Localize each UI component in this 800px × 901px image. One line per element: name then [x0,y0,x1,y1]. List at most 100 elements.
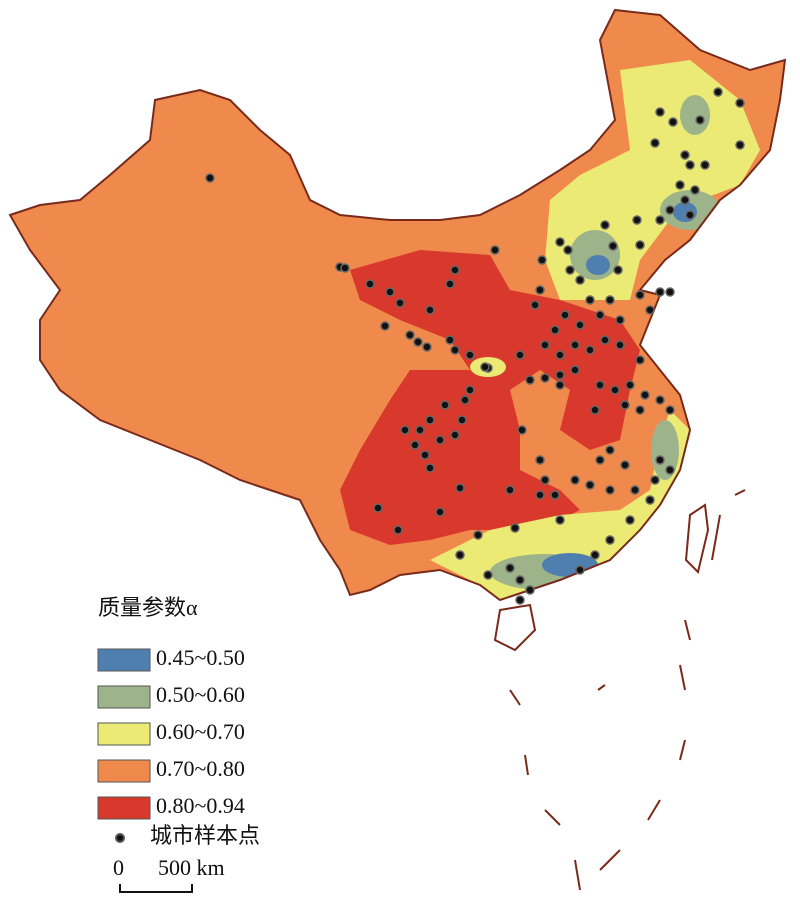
city-point [525,375,535,385]
city-point [668,117,678,127]
legend-swatch [97,648,151,672]
city-point [570,475,580,485]
legend-label: 0.60~0.70 [156,719,245,744]
city-point [450,345,460,355]
city-point [575,320,585,330]
city-point [655,215,665,225]
city-point [445,335,455,345]
city-point [695,115,705,125]
city-point [540,340,550,350]
city-point [560,310,570,320]
legend-swatch [97,722,151,746]
city-points [205,87,745,605]
city-point [525,585,535,595]
city-point [540,373,550,383]
city-point [535,455,545,465]
city-point [735,98,745,108]
legend: 0.45~0.50 0.50~0.60 0.60~0.70 0.70~0.80 0.80… [97,645,245,820]
city-point [490,245,500,255]
city-point [655,395,665,405]
city-point [455,550,465,560]
region [340,250,640,545]
city-point [620,400,630,410]
city-point [600,220,610,230]
city-point [483,570,493,580]
city-point [410,440,420,450]
city-point [605,535,615,545]
city-point [680,195,690,205]
city-point [635,240,645,250]
legend-label: 0.80~0.94 [156,793,245,818]
city-point [655,287,665,297]
city-point [590,405,600,415]
city-point [585,480,595,490]
city-point [635,405,645,415]
city-point [610,385,620,395]
legend-swatch [97,796,151,820]
city-point [700,160,710,170]
city-point [665,465,675,475]
legend-label: 0.70~0.80 [156,756,245,781]
city-point [455,483,465,493]
city-point [505,485,515,495]
city-point [440,400,450,410]
city-point [365,279,375,289]
island [493,603,537,652]
city-point [605,445,615,455]
city-point [420,450,430,460]
city-point [505,563,515,573]
city-point [625,515,635,525]
city-point [613,265,623,275]
city-point [425,463,435,473]
city-point [550,325,560,335]
city-point [570,340,580,350]
city-point [620,460,630,470]
legend-swatch [97,685,151,709]
city-point [555,370,565,380]
city-point [205,173,215,183]
city-point [680,150,690,160]
city-point [393,525,403,535]
city-point [380,321,390,331]
city-point [555,380,565,390]
region [542,553,598,577]
scale-end: 500 km [158,855,225,880]
city-point [665,287,675,297]
city-point [435,435,445,445]
city-point [595,455,605,465]
city-point [635,290,645,300]
city-point [685,210,695,220]
city-point [445,279,455,289]
city-point [413,337,423,347]
city-point [585,345,595,355]
legend-label: 0.45~0.50 [156,645,245,670]
legend-point-label: 城市样本点 [150,823,260,848]
legend-label: 0.50~0.60 [156,682,245,707]
city-point [555,237,565,247]
city-point [535,490,545,500]
city-point [510,523,520,533]
city-point [555,350,565,360]
city-point [735,140,745,150]
city-point [460,395,470,405]
scale-bar [119,884,193,893]
city-point [605,485,615,495]
city-point [625,380,635,390]
city-point [450,430,460,440]
city-point [540,475,550,485]
city-point [608,241,618,251]
city-point [465,350,475,360]
city-point [595,310,605,320]
city-point [690,185,700,195]
city-point [465,385,475,395]
islands [509,489,746,891]
city-point [655,455,665,465]
city-point [565,265,575,275]
city-point [405,330,415,340]
city-point [575,565,585,575]
city-point [395,298,405,308]
city-point [373,503,383,513]
city-point [415,425,425,435]
city-point [630,485,640,495]
